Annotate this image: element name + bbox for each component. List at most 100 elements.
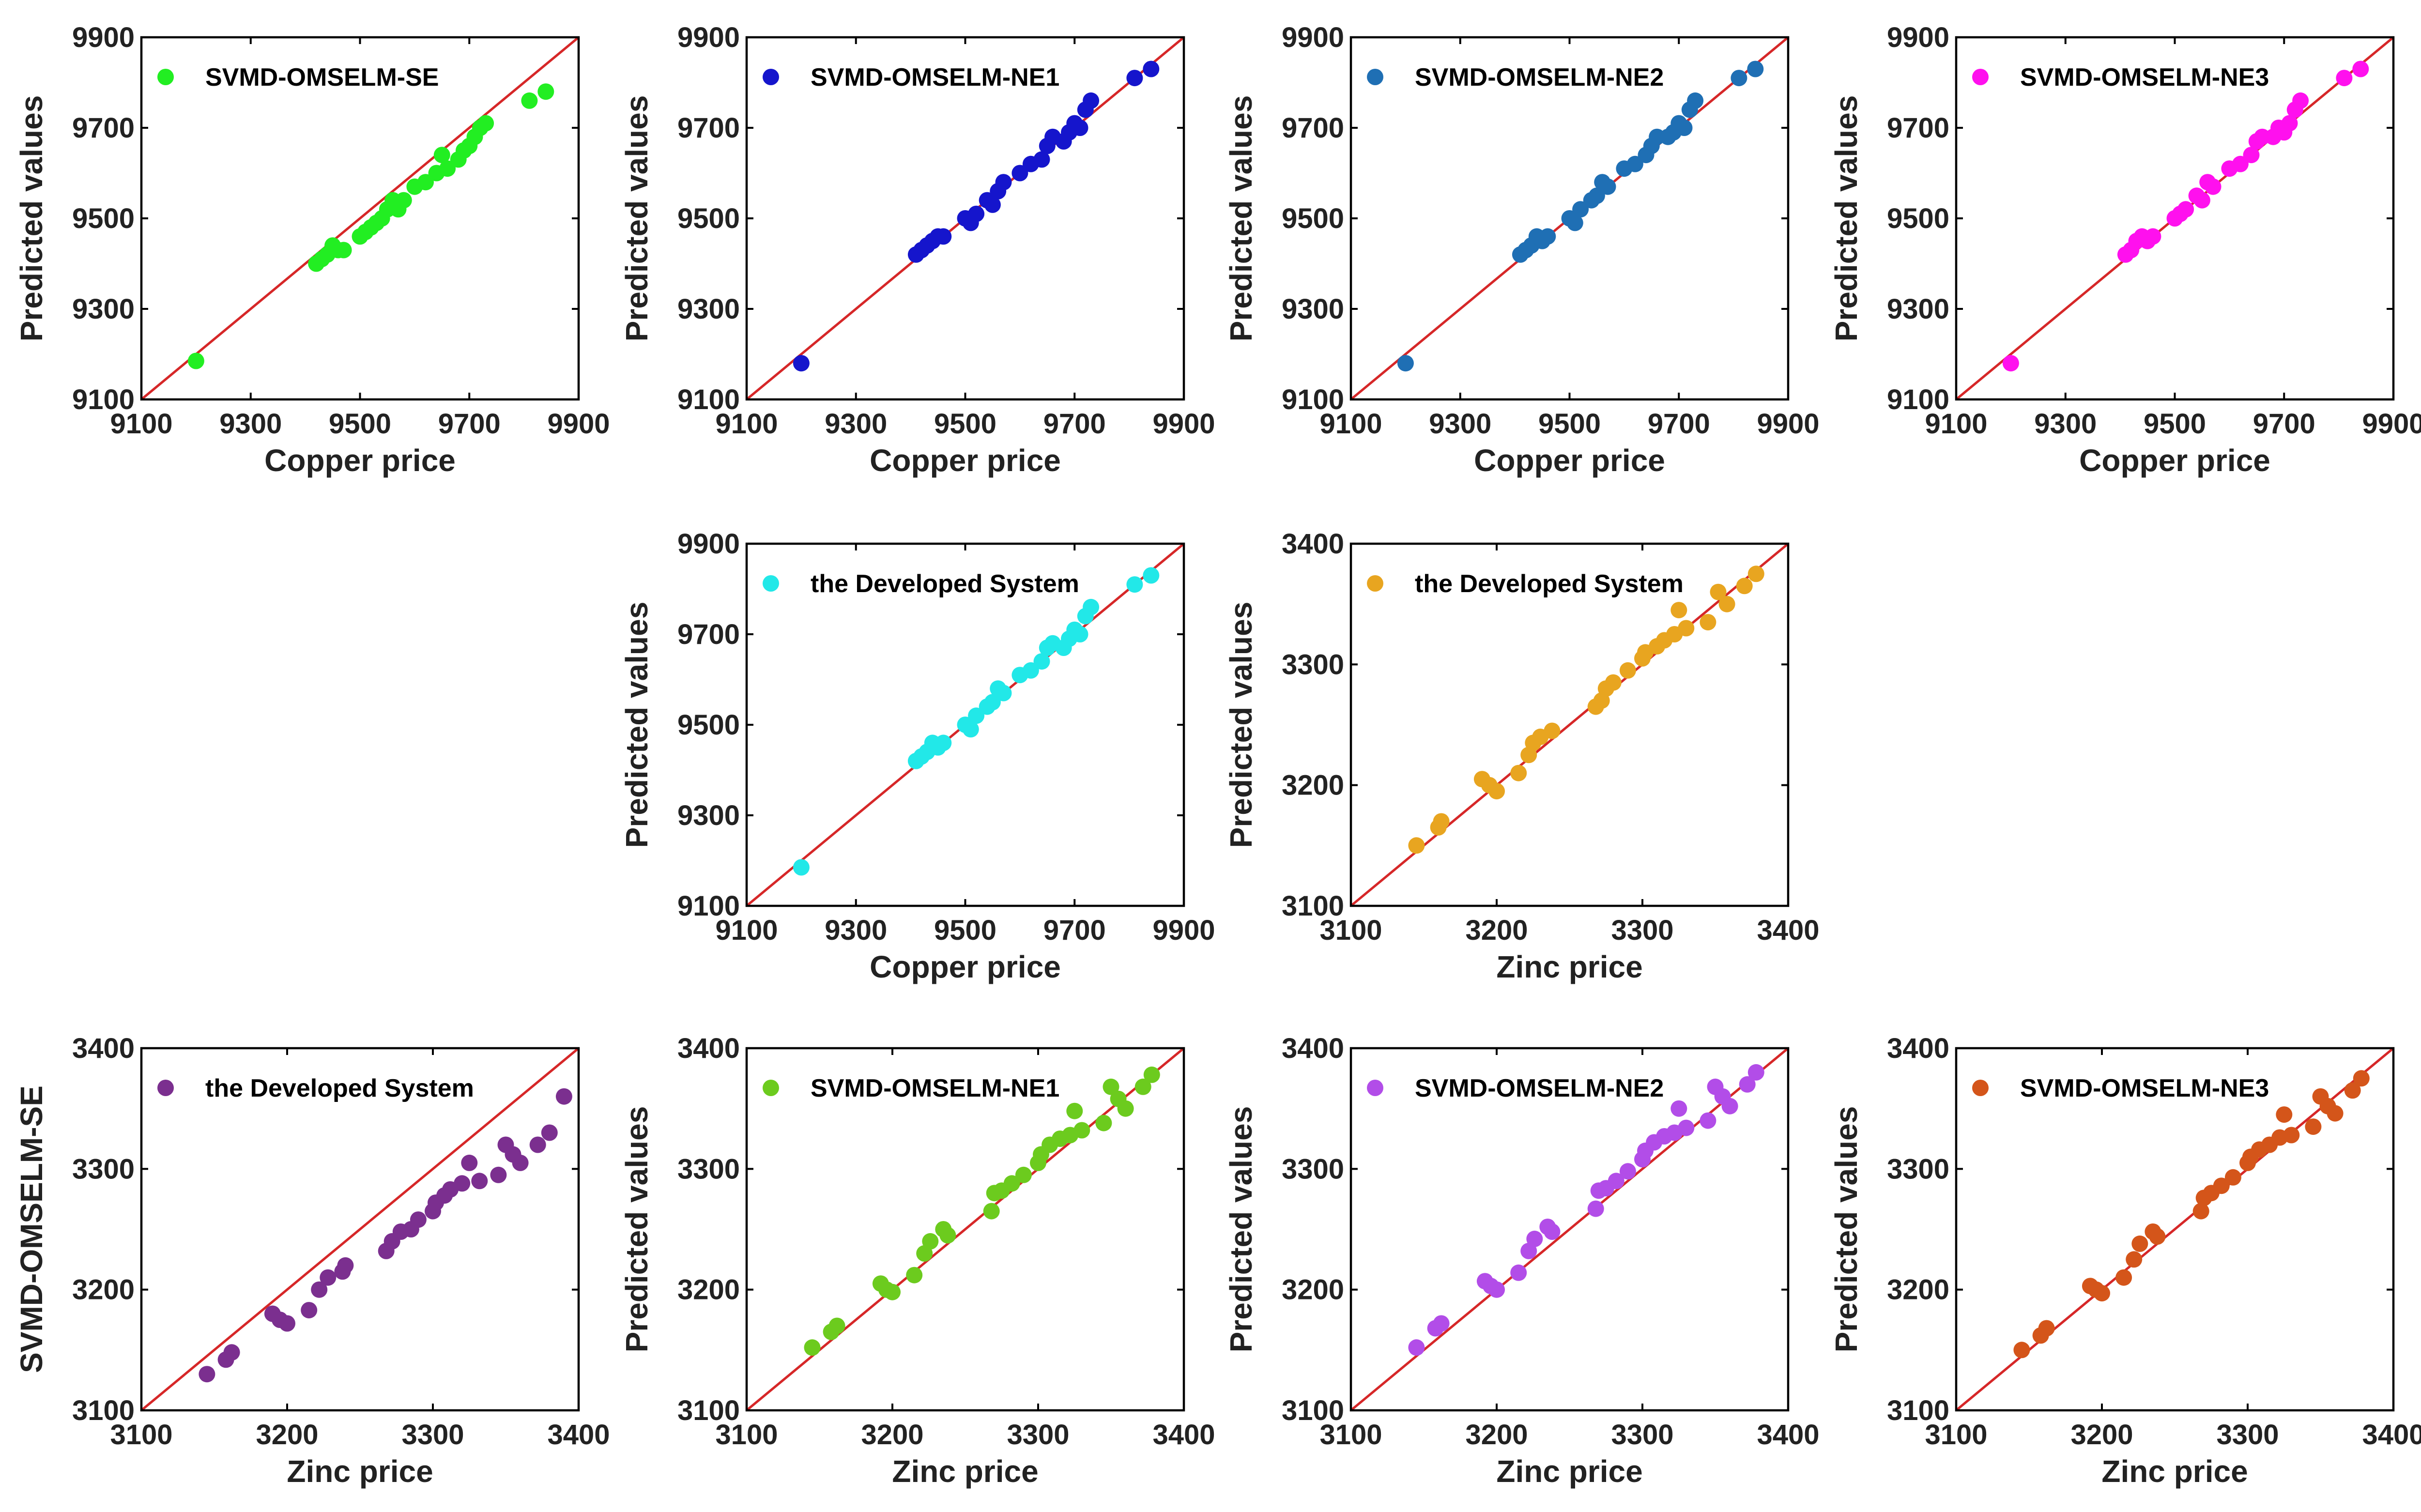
data-point (1700, 614, 1716, 631)
data-point (1544, 722, 1561, 739)
panel-zinc-se: 3100 3200 3300 3400 3100 3200 3300 3400 Zinc pri… (14, 1033, 610, 1489)
x-axis-label: Copper price (1474, 443, 1665, 478)
legend-marker (1367, 1080, 1383, 1096)
data-point (1710, 583, 1727, 600)
x-tick-label: 3200 (1465, 915, 1528, 946)
y-tick-label: 3400 (1887, 1033, 1949, 1064)
panel-zinc-ne3: 3100 3200 3300 3400 3100 3200 3300 3400 Zinc pri… (1829, 1033, 2421, 1489)
y-tick-label: 9900 (1887, 22, 1949, 53)
y-tick-label: 9300 (1282, 293, 1344, 325)
data-point (1687, 92, 1704, 109)
legend-label: SVMD-OMSELM-NE1 (811, 63, 1059, 92)
y-tick-label: 9900 (677, 528, 740, 560)
x-tick-label: 9500 (2144, 408, 2206, 440)
data-point (1073, 1122, 1090, 1139)
x-tick-label: 9900 (1757, 408, 1819, 440)
y-tick-label: 9900 (677, 22, 740, 53)
data-point (1526, 1230, 1543, 1247)
data-point (1143, 1066, 1160, 1083)
x-tick-label: 3300 (1611, 1419, 1673, 1451)
y-tick-label: 3100 (1282, 890, 1344, 922)
y-axis-label: Predicted values (1224, 1106, 1258, 1353)
data-point (461, 1154, 478, 1171)
x-tick-label: 9500 (934, 408, 996, 440)
data-point (1095, 1115, 1112, 1131)
y-tick-label: 9300 (677, 293, 740, 325)
data-point (2131, 1235, 2148, 1252)
data-point (1433, 813, 1450, 830)
data-point (2213, 1177, 2230, 1194)
y-tick-label: 3400 (72, 1033, 135, 1064)
x-tick-label: 9900 (1152, 915, 1215, 946)
data-point (2193, 192, 2210, 209)
data-point (2177, 201, 2194, 218)
data-point (1083, 598, 1100, 615)
data-point (1510, 1264, 1527, 1281)
y-tick-label: 9100 (1282, 384, 1344, 415)
panel-copper-ne1: 9100 9300 9500 9700 9900 9100 9300 9500 9700 9900… (619, 22, 1215, 478)
data-point (2038, 1320, 2055, 1337)
data-point (335, 242, 352, 259)
legend-marker (1972, 69, 1989, 85)
data-point (471, 1173, 488, 1190)
x-tick-label: 3400 (1152, 1419, 1215, 1451)
data-point (1103, 1078, 1119, 1095)
x-tick-label: 3300 (1007, 1419, 1069, 1451)
y-tick-label: 9500 (1282, 203, 1344, 234)
y-tick-label: 9500 (677, 203, 740, 234)
data-point (1721, 1098, 1738, 1115)
x-tick-label: 9100 (110, 408, 172, 440)
x-tick-label: 9100 (715, 408, 778, 440)
legend-label: SVMD-OMSELM-NE2 (1415, 1074, 1664, 1102)
legend: SVMD-OMSELM-NE3 (1972, 1074, 2269, 1102)
y-tick-label: 3200 (1887, 1274, 1949, 1306)
legend-label: SVMD-OMSELM-NE2 (1415, 63, 1664, 92)
y-tick-label: 3100 (72, 1395, 135, 1426)
point-group (1397, 61, 1764, 372)
legend-marker (763, 575, 779, 592)
data-point (1033, 653, 1050, 670)
data-point (2192, 1203, 2209, 1220)
y-tick-label: 3100 (1887, 1395, 1949, 1426)
y-tick-label: 9100 (1887, 384, 1949, 415)
identity-line (141, 1048, 579, 1410)
legend: SVMD-OMSELM-NE2 (1367, 63, 1664, 92)
data-point (187, 352, 204, 369)
data-point (2243, 147, 2260, 164)
x-tick-label: 3100 (1319, 915, 1382, 946)
point-group (793, 61, 1160, 372)
data-point (337, 1257, 354, 1274)
data-point (793, 859, 810, 876)
data-point (529, 1136, 546, 1153)
data-point (2276, 1106, 2293, 1123)
y-tick-label: 9300 (677, 800, 740, 831)
legend-marker (1367, 69, 1383, 85)
x-tick-label: 3200 (861, 1419, 923, 1451)
data-point (935, 734, 952, 751)
y-tick-label: 3300 (1282, 649, 1344, 680)
y-axis-label: Predicted values (619, 602, 654, 848)
legend: the Developed System (157, 1074, 474, 1102)
legend: the Developed System (763, 570, 1079, 598)
data-point (1626, 155, 1643, 172)
data-point (555, 1088, 572, 1105)
legend-marker (157, 1080, 174, 1096)
x-tick-label: 9500 (1538, 408, 1601, 440)
data-point (301, 1302, 318, 1319)
data-point (410, 1211, 427, 1228)
point-group (2013, 1070, 2370, 1359)
x-tick-label: 9300 (825, 408, 887, 440)
legend-label: SVMD-OMSELM-SE (205, 63, 439, 92)
data-point (1033, 151, 1050, 168)
x-tick-label: 9500 (934, 915, 996, 946)
data-point (1747, 565, 1764, 582)
x-tick-label: 3400 (1757, 1419, 1819, 1451)
y-tick-label: 3200 (72, 1274, 135, 1306)
y-tick-label: 9100 (72, 384, 135, 415)
y-tick-label: 3200 (1282, 770, 1344, 801)
data-point (1408, 837, 1425, 854)
data-point (1572, 201, 1589, 218)
y-tick-label: 9500 (677, 709, 740, 741)
panel-copper-ne3: 9100 9300 9500 9700 9900 9100 9300 9500 9700 9900… (1829, 22, 2421, 478)
data-point (279, 1315, 295, 1332)
